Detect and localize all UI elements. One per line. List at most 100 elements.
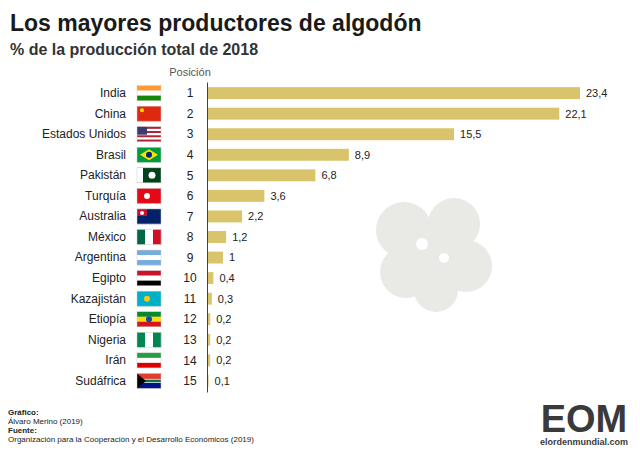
bar — [208, 293, 212, 305]
flag-border — [137, 373, 161, 388]
position: 7 — [187, 210, 194, 224]
flag-part — [137, 271, 161, 276]
position: 6 — [187, 189, 194, 203]
flag — [137, 332, 161, 347]
flag-part — [137, 260, 161, 265]
tick: Brasil — [96, 148, 126, 162]
flag-part — [137, 281, 161, 286]
cotton-icon-part — [416, 238, 428, 250]
flag-part — [145, 332, 153, 347]
position: 15 — [183, 374, 197, 388]
flag-part — [137, 358, 161, 363]
bar — [208, 231, 226, 243]
tick: Kazajistán — [71, 292, 126, 306]
flag-part — [140, 108, 144, 112]
flag-part — [140, 149, 158, 160]
position: 5 — [187, 169, 194, 183]
flag-part — [137, 255, 161, 260]
flag-part — [137, 250, 161, 255]
tick-label: Estados Unidos — [42, 127, 126, 141]
tick: Turquía — [85, 189, 126, 203]
flag — [137, 250, 161, 265]
tick-label: China — [95, 106, 127, 120]
flag-part — [137, 147, 161, 162]
data-label: 2,2 — [248, 210, 263, 222]
flag-part — [137, 312, 161, 317]
source: Organización para la Cooperación y el De… — [8, 435, 254, 444]
logo-site: elordenmundial.com — [540, 437, 628, 447]
tick: Australia — [79, 209, 126, 223]
flag-part — [137, 209, 161, 224]
flag-border — [137, 188, 161, 203]
flag-border — [137, 209, 161, 224]
title: Los mayores productores de algodón — [10, 10, 422, 36]
flag-part — [137, 322, 161, 327]
bar — [208, 128, 454, 140]
position: 1 — [187, 86, 194, 100]
position: 11 — [184, 292, 197, 306]
position: 10 — [183, 271, 197, 285]
flag-border — [137, 312, 161, 327]
tick-label: Nigeria — [88, 333, 126, 347]
position: 3 — [187, 127, 194, 141]
tick-label: Sudáfrica — [75, 374, 126, 388]
flag-part — [137, 135, 161, 137]
flag-part — [140, 211, 144, 215]
position: 2 — [187, 107, 194, 121]
data-label: 8,9 — [355, 149, 370, 161]
flag-border — [137, 147, 161, 162]
tick-label: Etiopía — [89, 312, 127, 326]
data-label: 0,2 — [216, 354, 231, 366]
bar — [208, 87, 580, 99]
tick-label: Brasil — [96, 148, 126, 162]
data-label: 0,4 — [219, 272, 234, 284]
data-label: 1,2 — [232, 231, 247, 243]
position: 4 — [187, 148, 194, 162]
cotton-icon-part — [439, 253, 449, 263]
tick: Argentina — [75, 250, 127, 264]
subtitle: % de la producción total de 2018 — [10, 41, 258, 58]
flag — [137, 147, 161, 162]
tick: Pakistán — [80, 168, 126, 182]
credit: Álvaro Merino (2019) — [8, 417, 83, 426]
tick: Egipto — [92, 271, 126, 285]
flag-part — [146, 316, 152, 322]
tick: China — [95, 106, 127, 120]
flag — [137, 312, 161, 327]
flag-border — [137, 332, 161, 347]
flag-border — [137, 353, 161, 368]
tick: Sudáfrica — [75, 374, 126, 388]
flag-part — [145, 230, 153, 245]
data-label: 0,3 — [218, 293, 233, 305]
flag-border — [137, 250, 161, 265]
cotton-icon — [376, 198, 492, 312]
flag — [137, 127, 161, 142]
source-label: Fuente: — [8, 426, 37, 435]
bar — [208, 169, 315, 181]
flag-part — [137, 230, 145, 245]
data-label: 15,5 — [460, 128, 481, 140]
bar — [208, 354, 210, 366]
tick-label: Turquía — [85, 189, 126, 203]
bar — [208, 252, 223, 264]
flag-part — [137, 86, 161, 91]
flag-part — [146, 152, 152, 158]
data-label: 1 — [229, 251, 235, 263]
chart: Los mayores productores de algodón % de l… — [0, 0, 640, 452]
flag-border — [137, 291, 161, 306]
flag-part — [137, 127, 147, 135]
position: 9 — [187, 251, 194, 265]
y-axis: India China Estados Unidos Brasil Pakistán Tu… — [42, 83, 208, 393]
position: 13 — [183, 333, 197, 347]
bar — [208, 313, 210, 325]
logo: EOM — [541, 398, 628, 440]
data-label: 0,2 — [216, 334, 231, 346]
tick-label: India — [100, 86, 126, 100]
flag-border — [137, 127, 161, 142]
bar — [208, 375, 210, 387]
flag — [137, 291, 161, 306]
data-label: 0,2 — [216, 313, 231, 325]
flag-part — [137, 373, 146, 388]
bar — [208, 190, 264, 202]
tick-label: Australia — [79, 209, 126, 223]
